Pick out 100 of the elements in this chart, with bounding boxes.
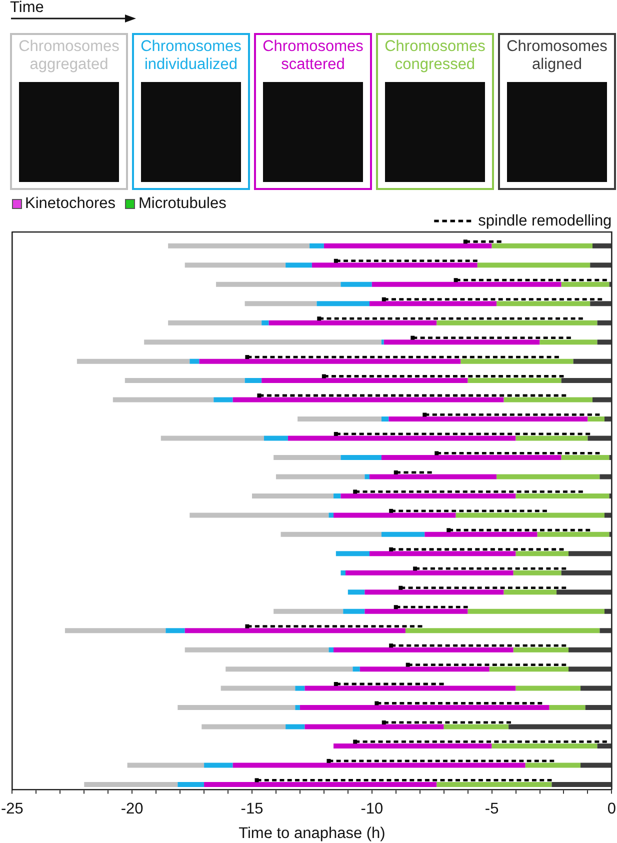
bar [280, 532, 381, 537]
text: Chromosomes congressed [384, 38, 486, 74]
point [453, 278, 458, 282]
point [381, 297, 386, 302]
bar [204, 782, 436, 787]
bar [592, 397, 611, 402]
point [352, 490, 357, 494]
bar [177, 705, 295, 710]
bar [491, 744, 597, 749]
bar [340, 570, 346, 576]
bar [503, 590, 556, 595]
point [321, 374, 326, 378]
bar [572, 358, 611, 364]
bar [244, 378, 262, 384]
bar [144, 340, 381, 345]
bar [491, 243, 592, 248]
bar [368, 474, 496, 480]
bar [347, 590, 364, 595]
bar [333, 493, 340, 498]
point [388, 644, 393, 648]
bar [364, 590, 504, 595]
bar [596, 320, 611, 326]
point [333, 258, 338, 263]
bar [189, 512, 328, 518]
bar [568, 647, 611, 652]
point [462, 240, 467, 244]
bar [380, 416, 388, 422]
point [316, 316, 321, 321]
point [333, 432, 338, 436]
bar [460, 358, 573, 364]
point [434, 451, 438, 456]
bar [380, 532, 424, 537]
point [244, 624, 249, 628]
bar [596, 340, 611, 345]
bar [548, 705, 585, 710]
bar [323, 243, 492, 248]
bar [189, 358, 199, 364]
bar [476, 262, 590, 268]
bar [333, 512, 456, 518]
bar [316, 301, 369, 306]
bar [201, 724, 286, 730]
bar [251, 493, 334, 498]
bar [184, 262, 286, 268]
bar [342, 608, 364, 614]
bar [604, 416, 611, 422]
text: Chromosomes aggregated [18, 38, 120, 74]
bar [467, 608, 604, 614]
bar [285, 262, 312, 268]
bar [168, 320, 262, 326]
bar [345, 570, 513, 576]
bar [64, 628, 166, 634]
bar [333, 744, 492, 749]
point [326, 758, 330, 763]
text: Chromosomes individualized [140, 38, 242, 74]
point [446, 528, 450, 532]
point [381, 720, 386, 724]
x-tick-label: -5 [484, 800, 498, 818]
bar [340, 454, 381, 460]
bar [599, 628, 611, 634]
bar [424, 532, 537, 537]
bar [335, 551, 369, 556]
x-tick-label: -10 [360, 800, 383, 818]
bar [596, 744, 611, 749]
bar [232, 762, 525, 768]
bar [515, 551, 568, 556]
bar [364, 608, 468, 614]
bar [84, 782, 178, 787]
bar [268, 320, 436, 326]
bar [560, 454, 609, 460]
bar [371, 282, 561, 287]
bar [368, 301, 496, 306]
bar [333, 647, 513, 652]
bar [496, 474, 600, 480]
bar [560, 282, 609, 287]
point [352, 740, 357, 744]
x-axis-title: Time to anaphase (h) [238, 824, 385, 842]
bar [584, 705, 611, 710]
bar [177, 782, 204, 787]
bar [587, 416, 604, 422]
bar [560, 378, 611, 384]
text: Chromosomes aligned [506, 38, 608, 74]
bar [285, 724, 304, 730]
point [405, 662, 410, 667]
bar [244, 301, 316, 306]
bar [261, 320, 268, 326]
bar [261, 378, 468, 384]
bar [76, 358, 190, 364]
bar [184, 628, 405, 634]
bar [512, 647, 568, 652]
text: Chromosomes scattered [262, 38, 364, 74]
bar [496, 301, 590, 306]
bar [232, 397, 504, 402]
bar [508, 724, 611, 730]
bar [443, 724, 508, 730]
bar [297, 416, 381, 422]
x-tick-label: -25 [0, 800, 23, 818]
x-tick-label: 0 [606, 800, 616, 818]
bar [340, 493, 516, 498]
bar [311, 262, 477, 268]
bar [455, 512, 604, 518]
